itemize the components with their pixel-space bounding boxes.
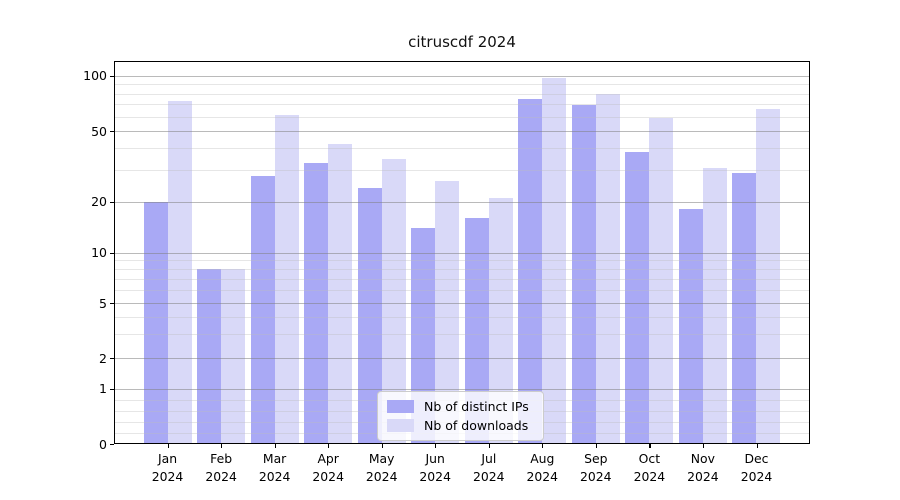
x-tick-mark bbox=[221, 444, 223, 448]
bar-downloads-mar bbox=[274, 115, 299, 444]
bar-distinct-ips-apr bbox=[304, 163, 329, 444]
x-tick-label-nov: Nov 2024 bbox=[687, 451, 719, 484]
y-tick-mark bbox=[110, 303, 114, 305]
x-tick-label-may: May 2024 bbox=[365, 451, 398, 484]
bar-downloads-jan bbox=[167, 100, 192, 444]
y-tick-label: 100 bbox=[83, 68, 107, 84]
y-tick-label: 2 bbox=[99, 350, 107, 366]
chart-title: citruscdf 2024 bbox=[408, 33, 516, 51]
x-tick-label-jul: Jul 2024 bbox=[473, 451, 505, 484]
legend-label-distinct-ips: Nb of distinct IPs bbox=[424, 399, 529, 414]
x-tick-mark bbox=[756, 444, 758, 448]
y-tick-mark bbox=[110, 252, 114, 254]
bar-distinct-ips-feb bbox=[197, 269, 222, 444]
x-tick-mark bbox=[595, 444, 597, 448]
x-tick-mark bbox=[488, 444, 490, 448]
x-tick-mark bbox=[702, 444, 705, 448]
bar-downloads-oct bbox=[649, 117, 674, 444]
legend-item-downloads: Nb of downloads bbox=[387, 416, 529, 435]
bar-downloads-aug bbox=[542, 78, 567, 444]
y-tick-label: 0 bbox=[99, 436, 107, 452]
x-tick-mark bbox=[649, 444, 651, 448]
x-tick-mark bbox=[381, 444, 383, 448]
x-tick-label-aug: Aug 2024 bbox=[526, 451, 559, 484]
bars-layer bbox=[114, 61, 810, 444]
y-tick-label: 5 bbox=[99, 295, 107, 311]
x-tick-label-oct: Oct 2024 bbox=[633, 451, 666, 484]
x-tick-label-sep: Sep 2024 bbox=[580, 451, 612, 484]
y-tick-label: 20 bbox=[91, 194, 107, 210]
y-tick-mark bbox=[110, 131, 114, 133]
bar-downloads-feb bbox=[221, 269, 246, 444]
bar-downloads-dec bbox=[756, 108, 781, 444]
bar-distinct-ips-dec bbox=[732, 173, 757, 444]
bar-downloads-sep bbox=[595, 93, 620, 444]
x-tick-label-feb: Feb 2024 bbox=[205, 451, 237, 484]
bar-distinct-ips-aug bbox=[518, 98, 543, 444]
x-tick-label-jan: Jan 2024 bbox=[151, 451, 184, 484]
plot-area: Nb of distinct IPs Nb of downloads bbox=[114, 61, 810, 444]
y-tick-mark bbox=[110, 75, 114, 77]
y-tick-mark bbox=[110, 201, 114, 203]
bar-distinct-ips-nov bbox=[678, 209, 703, 444]
x-tick-label-jun: Jun 2024 bbox=[419, 451, 451, 484]
x-tick-mark bbox=[274, 444, 276, 448]
y-tick-label: 1 bbox=[99, 381, 107, 396]
bar-distinct-ips-sep bbox=[571, 105, 596, 444]
x-tick-label-mar: Mar 2024 bbox=[258, 451, 291, 484]
bar-downloads-nov bbox=[702, 167, 727, 444]
x-tick-mark bbox=[542, 444, 544, 448]
y-tick-mark bbox=[110, 358, 114, 360]
y-tick-mark bbox=[110, 388, 114, 390]
x-tick-label-apr: Apr 2024 bbox=[312, 451, 344, 484]
legend-label-downloads: Nb of downloads bbox=[424, 418, 529, 433]
x-tick-label-dec: Dec 2024 bbox=[740, 451, 773, 484]
bar-distinct-ips-mar bbox=[250, 175, 275, 444]
legend: Nb of distinct IPs Nb of downloads bbox=[377, 391, 544, 441]
y-tick-label: 10 bbox=[91, 245, 107, 261]
x-tick-mark bbox=[435, 444, 437, 448]
x-tick-mark bbox=[167, 444, 169, 448]
legend-swatch-downloads bbox=[387, 419, 414, 432]
bar-distinct-ips-oct bbox=[625, 152, 650, 444]
y-tick-mark bbox=[110, 444, 114, 446]
legend-swatch-distinct-ips bbox=[387, 400, 414, 413]
legend-item-distinct-ips: Nb of distinct IPs bbox=[387, 397, 529, 416]
bar-distinct-ips-jan bbox=[143, 201, 168, 444]
bar-downloads-apr bbox=[328, 144, 353, 444]
y-tick-label: 50 bbox=[91, 123, 107, 139]
x-tick-mark bbox=[328, 444, 330, 448]
